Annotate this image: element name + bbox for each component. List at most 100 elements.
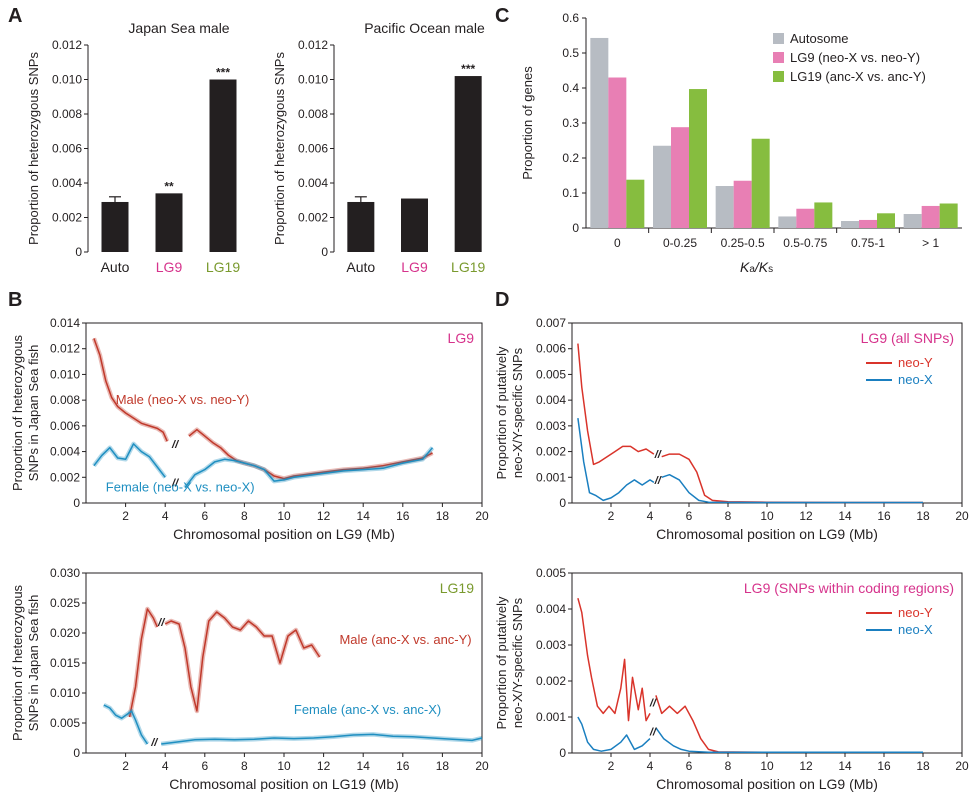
series-band-1 xyxy=(187,427,434,481)
plot-frame xyxy=(85,322,483,504)
series-band-2 xyxy=(92,441,167,479)
chart-title: Japan Sea male xyxy=(128,20,229,36)
y-tick-label: 0.5 xyxy=(562,46,579,60)
y-axis-label-line1: Proportion of heterozygous xyxy=(10,334,25,491)
x-tick-label: 2 xyxy=(122,509,129,523)
axis-break-mark: // xyxy=(157,617,166,629)
y-axis-label-line2: neo-X/Y-specific SNPs xyxy=(510,597,525,728)
y-axis-label-line1: Proportion of putatively xyxy=(494,596,509,729)
x-tick-label: 2 xyxy=(608,509,615,523)
x-tick-label: 14 xyxy=(838,759,852,773)
x-tick-label: 12 xyxy=(317,759,331,773)
legend-label: neo-Y xyxy=(898,355,933,370)
x-tick-label: 12 xyxy=(799,509,813,523)
y-tick-label: 0.001 xyxy=(536,710,566,724)
x-category-label: LG19 xyxy=(451,259,485,275)
panel-letter-c: C xyxy=(495,5,509,27)
bar-2-3 xyxy=(796,208,815,228)
x-axis-label: Chromosomal position on LG9 (Mb) xyxy=(173,526,395,542)
series-line-2 xyxy=(93,443,166,478)
x-tick-label: 10 xyxy=(760,759,774,773)
series-band-1 xyxy=(91,337,170,443)
x-category-label: 0.25-0.5 xyxy=(721,236,765,250)
bar-1-4 xyxy=(841,221,859,228)
bar-3-0 xyxy=(626,179,645,228)
x-tick-label: 20 xyxy=(475,759,489,773)
male-annotation: Male (neo-X vs. neo-Y) xyxy=(116,392,250,407)
y-tick-label: 0.008 xyxy=(50,393,80,407)
bar-3-3 xyxy=(814,202,833,228)
chart-c-ka-ks: 0 0.1 0.2 0.3 0.4 0.5 0.6 Proportion of genes 0 0… xyxy=(520,11,962,275)
y-axis-label-line2: neo-X/Y-specific SNPs xyxy=(510,347,525,478)
x-tick-label: 10 xyxy=(760,509,774,523)
x-tick-label: 8 xyxy=(725,509,732,523)
y-tick-label: 0.004 xyxy=(536,602,566,616)
y-tick-label: 0.4 xyxy=(562,81,579,95)
x-category-label: 0-0.25 xyxy=(663,236,697,250)
x-axis-label: Chromosomal position on LG19 (Mb) xyxy=(169,776,399,792)
bar-3-2 xyxy=(751,138,770,228)
x-axis-label: Chromosomal position on LG9 (Mb) xyxy=(656,526,878,542)
series-line-1 xyxy=(188,428,433,480)
y-tick-label: 0.005 xyxy=(536,566,566,580)
series-line-1 xyxy=(128,608,158,718)
x-tick-label: 10 xyxy=(277,759,291,773)
bar-1-1 xyxy=(653,145,671,228)
y-tick-label: 0.006 xyxy=(52,142,82,156)
y-tick-label: 0.020 xyxy=(50,626,80,640)
y-tick-label: 0.015 xyxy=(50,656,80,670)
y-tick-label: 0.002 xyxy=(52,211,82,225)
legend-label: LG9 (neo-X vs. neo-Y) xyxy=(790,50,920,65)
y-tick-label: 0.005 xyxy=(536,367,566,381)
x-category-label: Auto xyxy=(346,259,375,275)
y-tick-label: 0 xyxy=(73,496,80,510)
x-tick-label: 16 xyxy=(396,759,410,773)
x-tick-label: 16 xyxy=(396,509,410,523)
y-axis-label-line1: Proportion of putatively xyxy=(494,346,509,479)
legend-label: Autosome xyxy=(790,31,849,46)
bar-1-3 xyxy=(778,216,797,228)
bar-2-5 xyxy=(921,205,940,228)
y-tick-label: 0.012 xyxy=(298,38,328,52)
axis-break-mark: // xyxy=(150,737,159,749)
x-tick-label: 6 xyxy=(686,759,693,773)
bar-lg19 xyxy=(209,79,237,252)
bar-2-1 xyxy=(671,127,689,228)
axis-break-mark: // xyxy=(649,698,658,710)
series-line-2 xyxy=(577,418,655,502)
bar-1-2 xyxy=(715,186,734,228)
x-axis-label: Chromosomal position on LG9 (Mb) xyxy=(656,776,878,792)
x-tick-label: 20 xyxy=(475,509,489,523)
bar-2-0 xyxy=(608,77,627,228)
y-axis-label-line2: SNPs in Japan Sea fish xyxy=(26,345,41,482)
x-category-label: 0 xyxy=(614,236,621,250)
y-tick-label: 0.007 xyxy=(536,316,566,330)
y-axis-label-line1: Proportion of heterozygous xyxy=(10,584,25,741)
legend-label: LG19 (anc-X vs. anc-Y) xyxy=(790,69,926,84)
x-tick-label: 2 xyxy=(122,759,129,773)
significance-mark: ** xyxy=(164,179,174,193)
x-axis-label: Ka/Ks xyxy=(740,259,773,275)
series-line-1 xyxy=(164,611,321,712)
axis-break-mark: // xyxy=(654,475,663,487)
x-tick-label: 14 xyxy=(357,509,371,523)
x-tick-label: 6 xyxy=(201,509,208,523)
y-tick-label: 0.014 xyxy=(50,316,80,330)
x-tick-label: 18 xyxy=(916,509,930,523)
y-tick-label: 0.002 xyxy=(298,211,328,225)
x-category-label: LG19 xyxy=(206,259,240,275)
significance-mark: *** xyxy=(461,62,475,76)
series-line-2 xyxy=(161,733,483,745)
y-tick-label: 0.010 xyxy=(298,73,328,87)
chart-title: Pacific Ocean male xyxy=(364,20,485,36)
chart-d-coding-snps: 0 0.001 0.002 0.003 0.004 0.005 2 4 6 8 10 12 14 16 18… xyxy=(494,566,969,792)
legend-swatch xyxy=(773,71,784,82)
plot-frame xyxy=(85,572,483,754)
y-axis-label: Proportion of heterozygous SNPs xyxy=(272,52,287,245)
y-tick-label: 0.003 xyxy=(536,419,566,433)
series-line-1 xyxy=(577,598,651,722)
x-tick-label: 12 xyxy=(799,759,813,773)
plot-frame xyxy=(571,322,963,504)
x-tick-label: 14 xyxy=(357,759,371,773)
panel-letter-d: D xyxy=(495,289,509,311)
